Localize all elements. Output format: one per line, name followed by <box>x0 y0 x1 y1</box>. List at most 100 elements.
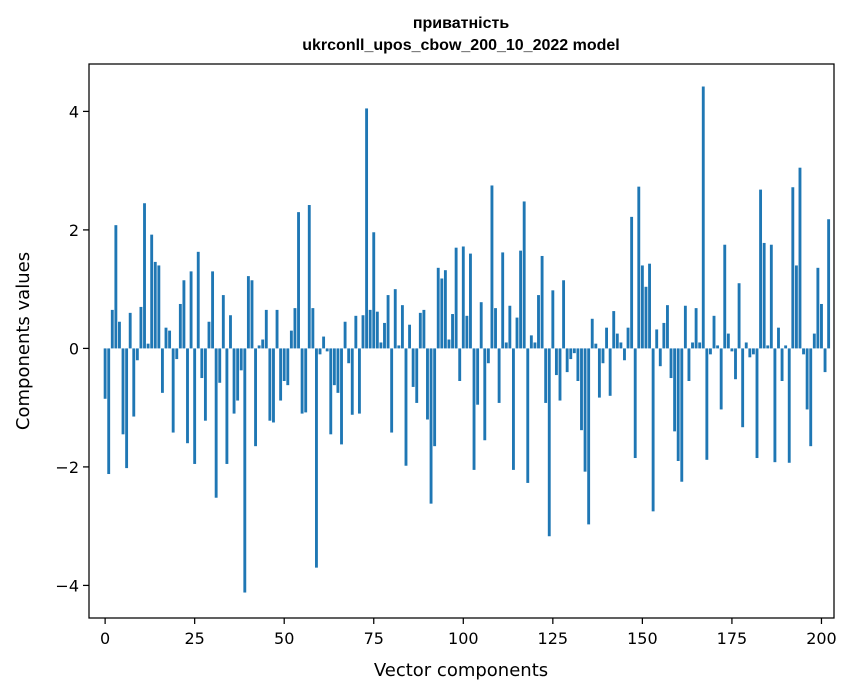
bar-169 <box>709 348 712 355</box>
bar-116 <box>519 250 523 349</box>
bar-114 <box>512 348 515 470</box>
bar-60 <box>318 348 322 355</box>
bar-180 <box>748 348 752 358</box>
plot-frame <box>88 63 835 619</box>
bar-77 <box>379 342 383 349</box>
bar-19 <box>171 348 175 433</box>
bar-200 <box>820 303 823 349</box>
bar-165 <box>694 308 698 349</box>
bar-31 <box>214 348 218 498</box>
bar-89 <box>422 309 426 349</box>
bar-141 <box>608 348 612 396</box>
bar-102 <box>469 253 472 349</box>
bar-63 <box>329 348 333 435</box>
x-tick-label: 50 <box>274 629 294 648</box>
bar-187 <box>773 348 777 463</box>
bar-38 <box>239 348 243 371</box>
bar-50 <box>282 348 286 381</box>
bar-23 <box>186 348 189 444</box>
bar-168 <box>705 348 709 460</box>
bar-48 <box>275 309 279 349</box>
bar-137 <box>594 343 598 349</box>
bar-2 <box>110 309 114 349</box>
bar-53 <box>293 308 297 349</box>
bar-27 <box>200 348 204 379</box>
x-tick-label: 25 <box>184 629 204 648</box>
bar-117 <box>522 201 526 349</box>
bar-79 <box>386 295 390 349</box>
bar-80 <box>390 348 394 433</box>
bar-36 <box>232 348 236 414</box>
bar-3 <box>114 225 118 349</box>
bar-157 <box>666 305 669 349</box>
bar-130 <box>569 348 573 360</box>
bar-125 <box>551 290 555 349</box>
bar-8 <box>132 348 136 417</box>
bar-183 <box>759 189 763 349</box>
bar-149 <box>637 186 641 349</box>
bar-4 <box>118 321 121 349</box>
bar-10 <box>139 306 143 349</box>
bar-35 <box>229 315 232 349</box>
x-tick-label: 200 <box>806 629 837 648</box>
bar-67 <box>343 321 347 349</box>
bar-40 <box>246 276 250 349</box>
bar-155 <box>658 348 662 367</box>
bar-197 <box>809 348 813 447</box>
bar-93 <box>436 267 440 349</box>
bar-74 <box>368 309 372 349</box>
bar-70 <box>354 315 358 349</box>
bar-9 <box>135 348 139 361</box>
bar-24 <box>189 271 193 349</box>
bar-182 <box>755 348 759 459</box>
bar-170 <box>712 315 716 349</box>
bar-17 <box>164 327 168 349</box>
bar-139 <box>601 348 605 364</box>
bar-54 <box>297 212 300 349</box>
bar-7 <box>128 312 132 349</box>
bar-1 <box>107 348 111 475</box>
bar-20 <box>175 348 179 360</box>
bar-186 <box>769 244 773 349</box>
bar-158 <box>669 348 673 379</box>
bar-56 <box>304 348 308 413</box>
bar-144 <box>619 342 623 349</box>
bar-122 <box>540 255 544 349</box>
bar-110 <box>497 348 501 403</box>
y-tick-label: 2 <box>69 221 79 240</box>
bar-112 <box>504 342 508 349</box>
bar-172 <box>719 348 723 410</box>
bar-107 <box>486 348 490 364</box>
bar-22 <box>182 280 186 349</box>
bar-152 <box>648 263 651 349</box>
bar-105 <box>479 302 483 349</box>
bar-196 <box>805 348 809 410</box>
bar-195 <box>802 348 805 355</box>
y-tick-label: −2 <box>55 458 79 477</box>
bar-135 <box>587 348 591 525</box>
bar-71 <box>357 348 361 414</box>
bar-143 <box>615 333 619 349</box>
bar-96 <box>447 339 451 349</box>
bar-5 <box>121 348 125 435</box>
bar-154 <box>655 329 659 349</box>
bar-76 <box>375 311 379 349</box>
bar-75 <box>372 232 376 349</box>
bar-49 <box>279 348 283 401</box>
bar-30 <box>211 271 215 349</box>
bar-194 <box>798 167 802 349</box>
bar-131 <box>572 348 576 354</box>
bar-133 <box>580 348 583 431</box>
x-tick-label: 75 <box>364 629 384 648</box>
bar-39 <box>243 348 247 593</box>
bar-113 <box>508 305 512 349</box>
bar-18 <box>168 330 172 349</box>
bar-181 <box>751 348 755 355</box>
bar-65 <box>336 348 340 393</box>
bar-44 <box>261 339 265 349</box>
bar-14 <box>153 261 157 349</box>
bar-123 <box>544 348 548 403</box>
bars-layer <box>103 86 831 593</box>
x-tick-label: 125 <box>538 629 569 648</box>
bar-109 <box>494 308 497 349</box>
